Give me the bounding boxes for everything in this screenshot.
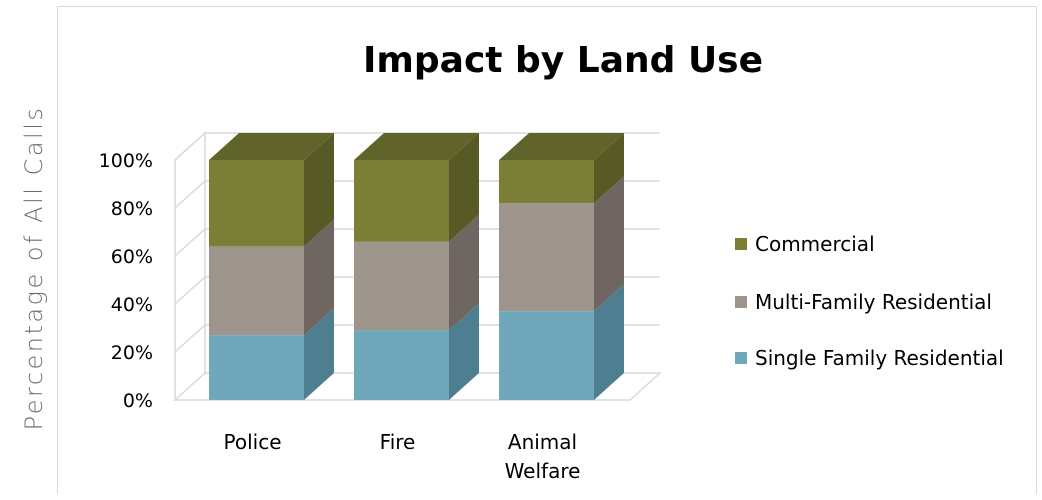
legend-label: Multi-Family Residential	[755, 290, 992, 314]
x-tick-label: Fire	[380, 430, 416, 454]
legend-item: Single Family Residential	[735, 346, 1004, 370]
legend-item: Commercial	[735, 232, 875, 256]
bar-front	[499, 203, 594, 312]
y-tick-label: 100%	[99, 150, 153, 172]
bar-segment	[354, 214, 479, 331]
bar-segment	[499, 133, 624, 204]
bar-top	[354, 133, 479, 160]
legend-label: Commercial	[755, 232, 875, 256]
bar-side	[449, 133, 479, 242]
bar-front	[209, 160, 304, 247]
chart-area	[57, 6, 1037, 494]
bar-side	[304, 133, 334, 247]
y-tick-label: 0%	[123, 390, 153, 412]
bar-side	[594, 284, 624, 400]
bar-side	[449, 303, 479, 400]
y-tick-label: 20%	[111, 342, 153, 364]
y-tick-label: 40%	[111, 294, 153, 316]
bar-front	[354, 241, 449, 331]
bar-side	[304, 308, 334, 400]
chart-title: Impact by Land Use	[363, 40, 763, 81]
x-tick-label: Police	[224, 430, 282, 454]
bar-segment	[209, 133, 334, 247]
bar-side	[304, 219, 334, 336]
legend-label: Single Family Residential	[755, 346, 1004, 370]
bars	[209, 133, 624, 400]
bar-segment	[499, 176, 624, 312]
legend-item: Multi-Family Residential	[735, 290, 992, 314]
floor	[173, 372, 662, 401]
bar-side	[594, 133, 624, 204]
bar-front	[499, 160, 594, 204]
bar-front	[354, 330, 449, 400]
y-tick-labels: 0% 20% 40% 60% 80% 100%	[99, 150, 153, 412]
x-tick-labels: Police Fire Animal Welfare	[224, 430, 581, 483]
bar-front	[209, 335, 304, 400]
bar-front	[209, 246, 304, 336]
legend-swatch	[735, 352, 747, 364]
bar-segment	[209, 219, 334, 336]
bar-side	[594, 176, 624, 312]
bar-top	[209, 133, 334, 160]
y-tick-label: 60%	[111, 246, 153, 268]
bar-top	[499, 133, 624, 160]
x-tick-label: Animal Welfare	[505, 430, 581, 483]
bar-front	[354, 160, 449, 242]
bar-side	[449, 214, 479, 331]
y-tick-label: 80%	[111, 198, 153, 220]
legend: Commercial Multi-Family Residential Single…	[735, 232, 1004, 370]
side-wall	[174, 131, 206, 400]
gridline	[174, 132, 660, 161]
legend-swatch	[735, 296, 747, 308]
bar-segment	[354, 303, 479, 400]
bar-front	[499, 311, 594, 400]
bar-segment	[209, 308, 334, 400]
bar-segment	[354, 133, 479, 242]
bar-segment	[499, 284, 624, 400]
legend-swatch	[735, 238, 747, 250]
